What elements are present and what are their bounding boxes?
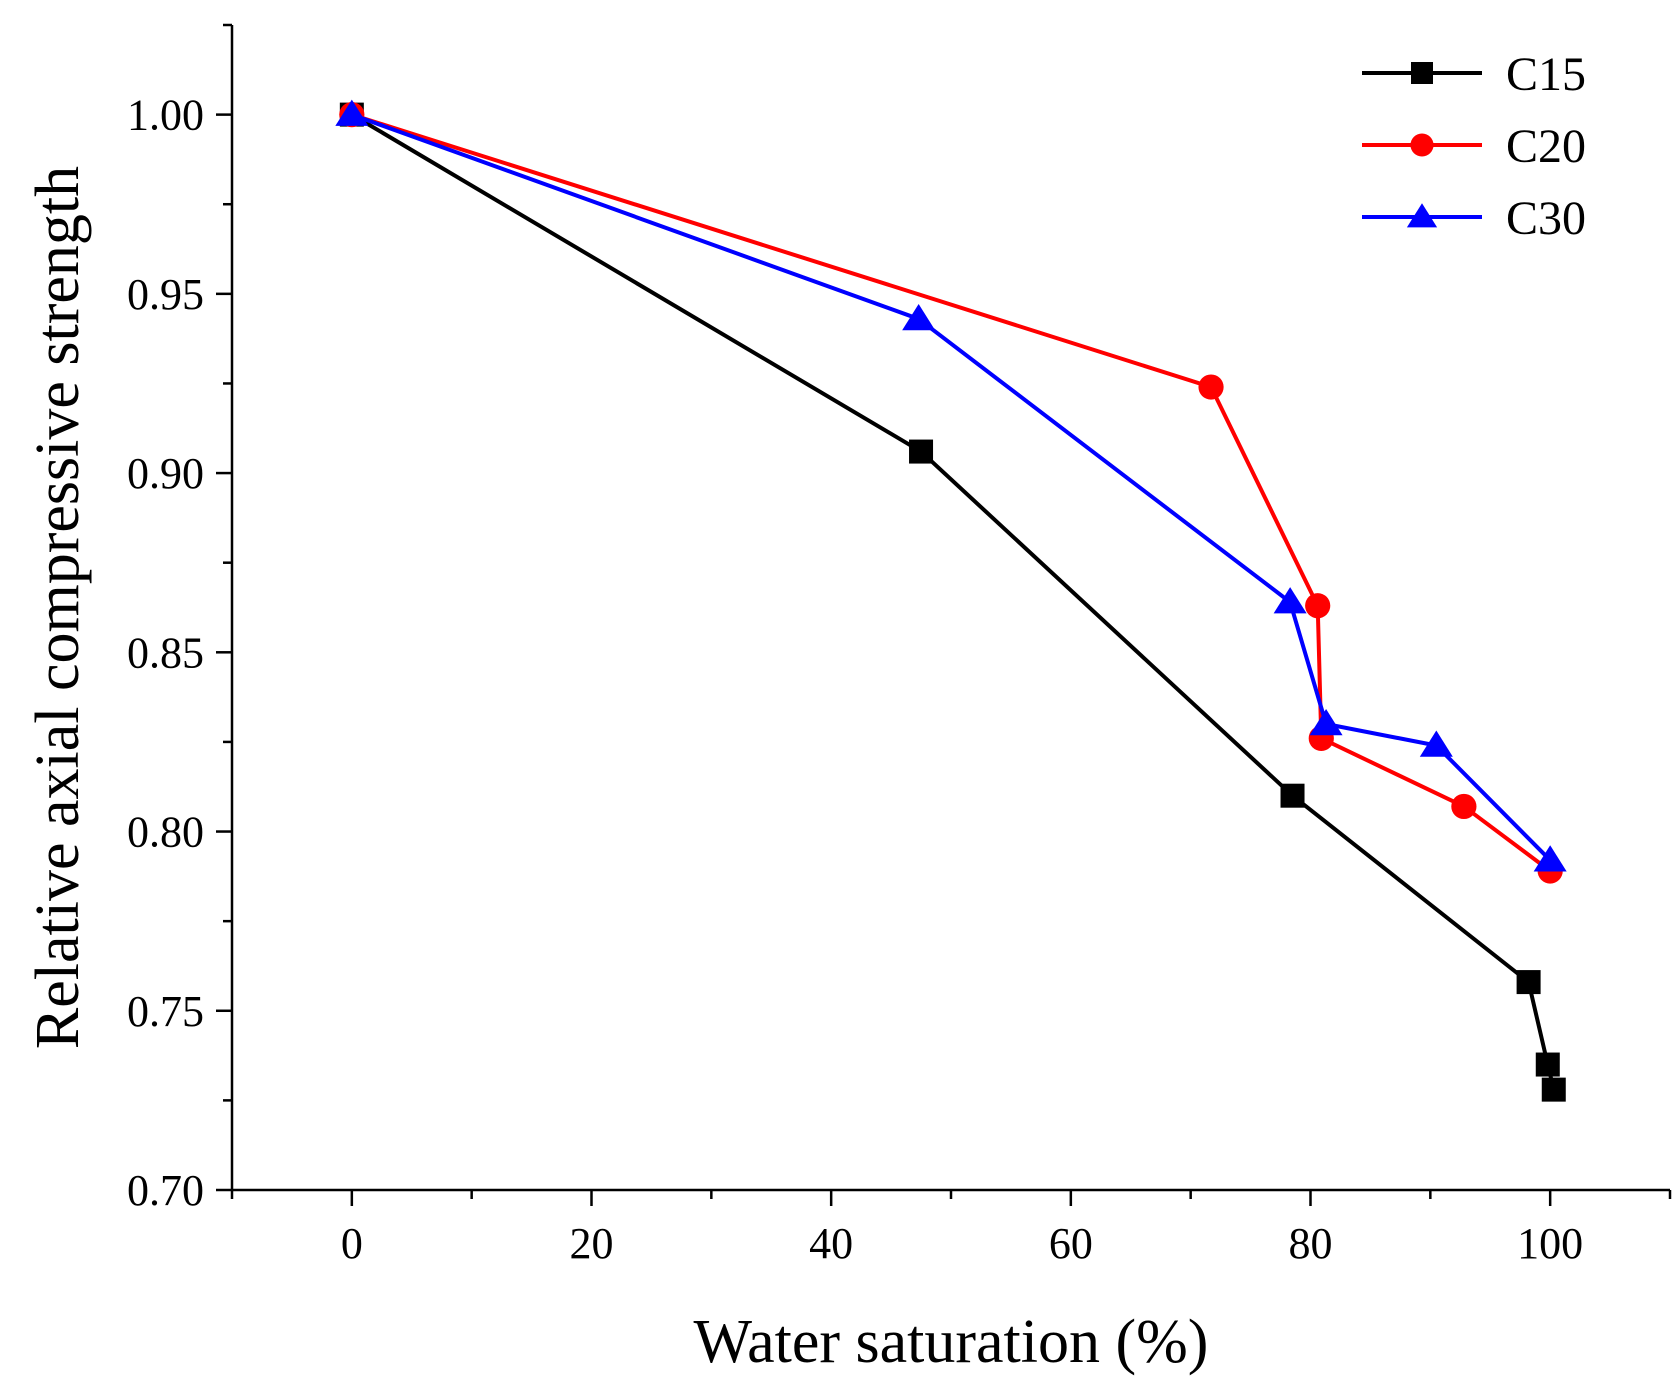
y-tick-label: 1.00: [127, 91, 204, 140]
data-point-c30: [1309, 709, 1343, 736]
data-point-c30: [1533, 845, 1567, 872]
legend-item-c15: C15: [1362, 48, 1586, 101]
axes: 0 20 40 60 80 100 0.70 0.75 0.80 0.85 0.90 0.95 1.0…: [127, 23, 1672, 1268]
legend-marker: [1411, 62, 1433, 84]
x-tick-label: 40: [809, 1219, 853, 1268]
y-axis-title: Relative axial compressive strength: [24, 166, 92, 1049]
legend: C15 C20 C30: [1362, 48, 1586, 245]
series-c30: [335, 99, 1567, 872]
x-tick-label: 100: [1517, 1219, 1583, 1268]
series-c15: [339, 102, 1566, 1102]
data-point-c15: [1280, 783, 1305, 808]
y-tick-label: 0.90: [127, 449, 204, 498]
data-point-c15: [909, 439, 934, 464]
legend-label: C30: [1506, 192, 1586, 245]
data-point-c30: [335, 99, 369, 126]
y-tick-label: 0.75: [127, 987, 204, 1036]
series-line-c15: [350, 112, 1556, 1091]
x-tick-label: 60: [1049, 1219, 1093, 1268]
data-point-c20: [1305, 593, 1331, 619]
legend-label: C20: [1506, 120, 1586, 173]
x-axis-title: Water saturation (%): [694, 1308, 1209, 1376]
legend-item-c20: C20: [1362, 120, 1586, 173]
legend-marker: [1410, 133, 1434, 157]
y-axis-ticks: 0.70 0.75 0.80 0.85 0.90 0.95 1.00: [127, 23, 232, 1215]
series-c20: [339, 102, 1563, 884]
legend-marker: [1406, 203, 1438, 228]
data-point-c30: [1273, 587, 1307, 614]
x-axis-ticks: 0 20 40 60 80 100: [230, 1190, 1672, 1268]
y-tick-label: 0.95: [127, 270, 204, 319]
data-point-c20: [1198, 374, 1224, 400]
data-point-c15: [1541, 1077, 1566, 1102]
data-point-c15: [1535, 1052, 1560, 1077]
x-tick-label: 0: [341, 1219, 363, 1268]
y-tick-label: 0.80: [127, 808, 204, 857]
data-point-c15: [1516, 970, 1541, 995]
data-point-c30: [902, 303, 936, 331]
series-line-c30: [351, 112, 1552, 862]
x-tick-label: 20: [570, 1219, 614, 1268]
y-tick-label: 0.85: [127, 628, 204, 677]
legend-item-c30: C30: [1362, 192, 1586, 245]
x-tick-label: 80: [1289, 1219, 1333, 1268]
series-line-c20: [351, 112, 1552, 873]
data-point-c30: [1419, 730, 1453, 757]
plot-area: [335, 99, 1567, 1102]
data-point-c20: [1451, 793, 1477, 820]
y-tick-label: 0.70: [127, 1166, 204, 1215]
legend-label: C15: [1506, 48, 1586, 101]
